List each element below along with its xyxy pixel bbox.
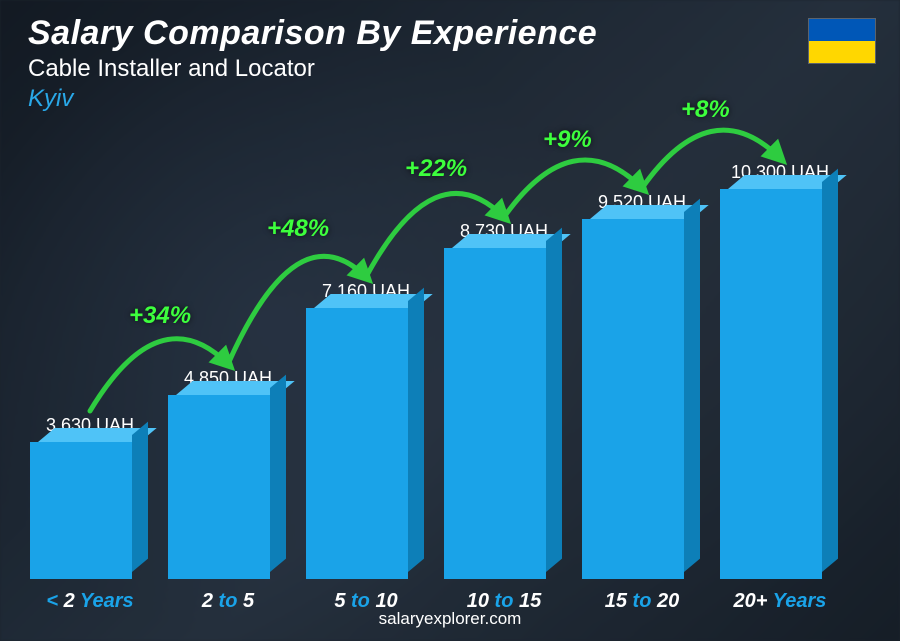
bar-chart: 3,630 UAH< 2 Years4,850 UAH2 to 57,160 U… (30, 109, 840, 579)
bar-wrap: 4,850 UAH2 to 5 (168, 109, 288, 579)
bar-side (132, 422, 148, 572)
bar-front (30, 442, 132, 579)
bar (168, 395, 288, 579)
bar (720, 189, 840, 579)
bar-front (720, 189, 822, 579)
bar (306, 308, 426, 579)
bar-wrap: 10,300 UAH20+ Years (720, 109, 840, 579)
container: Salary Comparison By Experience Cable In… (0, 0, 900, 641)
bar-front (582, 219, 684, 579)
bar-side (270, 375, 286, 572)
bar-front (306, 308, 408, 579)
bar (582, 219, 702, 579)
growth-pct-label: +22% (405, 155, 467, 183)
bar (444, 248, 564, 579)
bar-front (168, 395, 270, 579)
footer-attribution: salaryexplorer.com (0, 609, 900, 629)
bar-front (444, 248, 546, 579)
growth-pct-label: +48% (267, 215, 329, 243)
growth-pct-label: +8% (681, 96, 730, 124)
growth-pct-label: +34% (129, 302, 191, 330)
bar-side (822, 169, 838, 572)
growth-pct-label: +9% (543, 126, 592, 154)
bar-wrap: 9,520 UAH15 to 20 (582, 109, 702, 579)
bar-side (684, 199, 700, 572)
bar-side (546, 228, 562, 572)
bar-wrap: 3,630 UAH< 2 Years (30, 109, 150, 579)
chart-subtitle: Cable Installer and Locator (28, 55, 597, 83)
flag-bottom-stripe (809, 41, 875, 63)
bar-side (408, 288, 424, 572)
flag-top-stripe (809, 19, 875, 41)
flag-ukraine (808, 18, 876, 64)
bar (30, 442, 150, 579)
title-block: Salary Comparison By Experience Cable In… (28, 14, 597, 113)
chart-title: Salary Comparison By Experience (28, 14, 597, 53)
